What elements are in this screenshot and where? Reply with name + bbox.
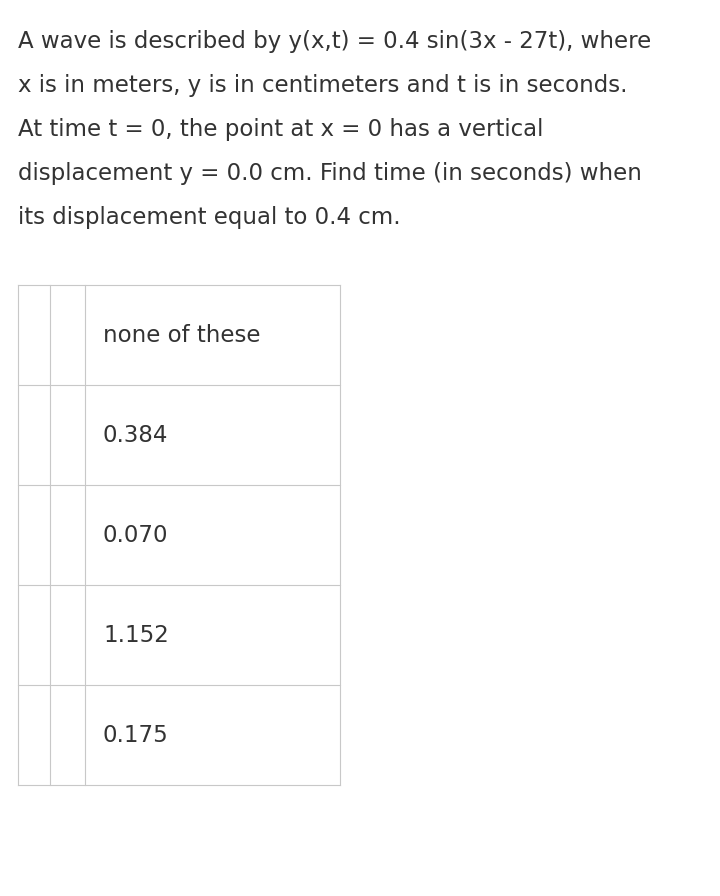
Text: 0.384: 0.384 — [103, 424, 168, 446]
Text: none of these: none of these — [103, 323, 261, 347]
Text: 1.152: 1.152 — [103, 624, 168, 647]
Text: x is in meters, y is in centimeters and t is in seconds.: x is in meters, y is in centimeters and … — [18, 74, 628, 97]
Text: At time t = 0, the point at x = 0 has a vertical: At time t = 0, the point at x = 0 has a … — [18, 118, 544, 141]
Text: its displacement equal to 0.4 cm.: its displacement equal to 0.4 cm. — [18, 206, 400, 229]
Text: A wave is described by y(x,t) = 0.4 sin(3x - 27t), where: A wave is described by y(x,t) = 0.4 sin(… — [18, 30, 652, 53]
Text: 0.175: 0.175 — [103, 723, 168, 746]
Text: displacement y = 0.0 cm. Find time (in seconds) when: displacement y = 0.0 cm. Find time (in s… — [18, 162, 642, 185]
Text: 0.070: 0.070 — [103, 523, 168, 547]
